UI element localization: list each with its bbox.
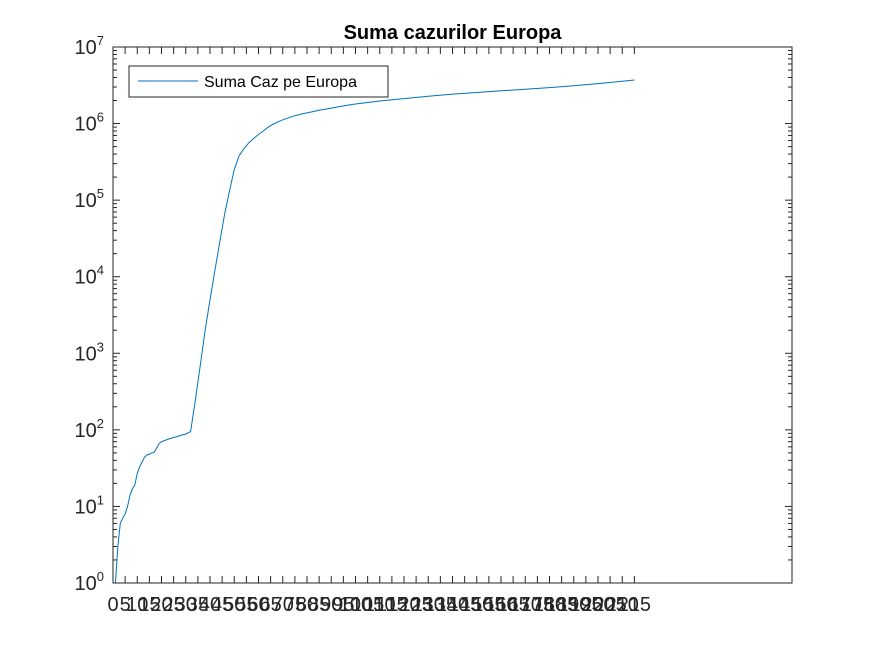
- x-tick-label: 135: [424, 594, 457, 616]
- x-tick-label: 175: [521, 594, 554, 616]
- x-tick-label: 20: [150, 594, 172, 616]
- x-tick-label: 210: [606, 594, 639, 616]
- x-tick-label: 5: [120, 594, 131, 616]
- y-tick-label: 101: [75, 492, 104, 518]
- x-tick-label: 160: [484, 594, 517, 616]
- x-tick-label: 100: [339, 594, 372, 616]
- x-tick-label: 215: [618, 594, 651, 616]
- x-tick-label: 85: [308, 594, 330, 616]
- y-tick-label: 104: [75, 263, 104, 289]
- x-tick-label: 125: [399, 594, 432, 616]
- x-tick-label: 70: [272, 594, 294, 616]
- x-tick-label: 205: [593, 594, 626, 616]
- x-tick-label: 115: [376, 594, 408, 616]
- legend-label: Suma Caz pe Europa: [204, 74, 357, 91]
- x-tick-label: 165: [496, 594, 529, 616]
- x-tick-label: 50: [223, 594, 245, 616]
- y-tick-label: 100: [75, 569, 104, 595]
- x-tick-label: 195: [569, 594, 602, 616]
- x-tick-label: 110: [364, 594, 396, 616]
- x-tick-label: 60: [247, 594, 269, 616]
- y-tick-label: 107: [75, 33, 104, 59]
- x-tick-label: 180: [533, 594, 566, 616]
- chart-title: Suma cazurilor Europa: [344, 22, 563, 44]
- x-tick-label: 130: [412, 594, 445, 616]
- y-tick-label: 106: [75, 110, 104, 136]
- x-tick-label: 120: [387, 594, 420, 616]
- x-tick-label: 190: [557, 594, 590, 616]
- x-tick-label: 40: [199, 594, 221, 616]
- x-tick-label: 200: [581, 594, 614, 616]
- legend: Suma Caz pe Europa: [128, 65, 389, 98]
- x-tick-label: 35: [187, 594, 209, 616]
- x-tick-label: 15: [138, 594, 160, 616]
- plot-area: [113, 47, 792, 583]
- y-tick-label: 105: [75, 186, 104, 212]
- x-tick-label: 90: [320, 594, 342, 616]
- x-tick-label: 105: [351, 594, 384, 616]
- x-tick-label: 95: [332, 594, 354, 616]
- y-tick-label: 102: [75, 416, 104, 442]
- x-tick-label: 185: [545, 594, 578, 616]
- x-tick-label: 150: [460, 594, 493, 616]
- x-tick-label: 145: [448, 594, 481, 616]
- series-layer: [113, 79, 635, 584]
- x-tick-label: 80: [296, 594, 318, 616]
- x-tick-label: 65: [260, 594, 282, 616]
- ticks-layer: 100 101 102 103 104 105 106 107 0 510152025303540…: [75, 33, 792, 616]
- x-tick-label: 10: [126, 594, 148, 616]
- x-tick-label: 0: [107, 594, 118, 616]
- x-tick-label: 140: [436, 594, 469, 616]
- x-tick-label: 170: [509, 594, 542, 616]
- x-tick-label: 55: [235, 594, 257, 616]
- y-tick-label: 103: [75, 339, 104, 365]
- series-line-0: [113, 79, 635, 584]
- x-tick-label: 75: [284, 594, 306, 616]
- x-tick-label: 30: [175, 594, 197, 616]
- x-tick-label: 45: [211, 594, 233, 616]
- x-tick-label: 155: [472, 594, 505, 616]
- x-tick-label: 25: [163, 594, 185, 616]
